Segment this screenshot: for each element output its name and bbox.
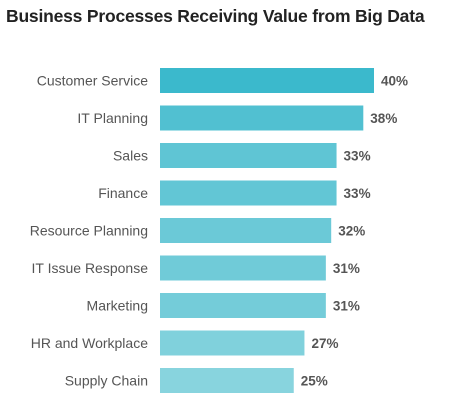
value-label: 33% — [344, 186, 371, 201]
chart-title: Business Processes Receiving Value from … — [6, 6, 425, 26]
value-label: 27% — [311, 336, 338, 351]
value-label: 33% — [344, 149, 371, 164]
bar-it-issue-response — [160, 255, 326, 281]
value-label: 31% — [333, 299, 360, 314]
value-label: 31% — [333, 261, 360, 276]
category-label: IT Planning — [77, 110, 148, 126]
bar-customer-service — [160, 68, 374, 93]
value-label: 25% — [301, 374, 328, 389]
category-label: HR and Workplace — [31, 335, 148, 351]
category-label: IT Issue Response — [32, 260, 149, 276]
bar-sales — [160, 143, 337, 168]
category-label: Customer Service — [37, 73, 148, 89]
category-label: Finance — [98, 185, 148, 201]
bar-it-planning — [160, 105, 364, 131]
category-label: Resource Planning — [30, 223, 148, 239]
category-label: Marketing — [87, 298, 148, 314]
value-label: 32% — [338, 224, 365, 239]
bar-marketing — [160, 293, 326, 318]
bars-group: Customer Service 40% IT Planning 38% Sales 33… — [30, 68, 408, 393]
value-label: 38% — [370, 111, 397, 126]
category-label: Supply Chain — [65, 373, 148, 389]
category-label: Sales — [113, 148, 148, 164]
bar-supply-chain — [160, 368, 294, 393]
bar-hr-and-workplace — [160, 330, 305, 356]
value-label: 40% — [381, 74, 408, 89]
bar-resource-planning — [160, 218, 332, 243]
bar-finance — [160, 180, 337, 206]
